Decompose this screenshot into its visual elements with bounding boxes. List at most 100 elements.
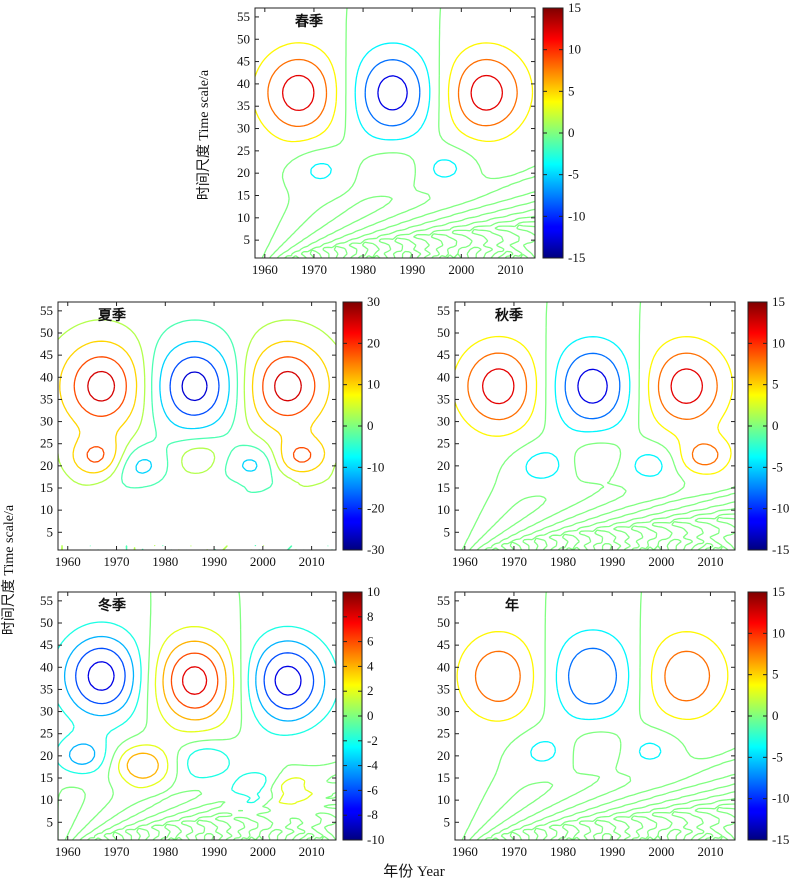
x-tick-label: 1980 [550,554,576,569]
contour-level-18 [73,356,316,463]
panel-title: 年 [505,597,519,614]
colorbar-tick-label: 10 [772,335,785,350]
contour-panel-2: 1960 1970 1980 1990 2000 2010 5 10 15 20 25 30 35 40 4… [437,294,789,569]
colorbar-tick-label: 15 [772,584,785,599]
x-tick-label: 2010 [497,262,523,277]
y-tick-label: 10 [40,502,53,517]
y-tick-label: 15 [237,188,250,203]
y-tick-label: 50 [237,31,250,46]
contour-level--10 [135,340,258,474]
x-tick-label: 1980 [152,844,178,859]
x-tick-label: 2000 [250,554,276,569]
y-axis-label-top: 时间尺度 Time scale/a [196,69,212,200]
y-tick-label: 30 [40,414,53,429]
x-tick-label: 1970 [104,554,130,569]
plot-frame [254,7,536,259]
colorbar-tick-label: 0 [772,418,779,433]
y-axis-label-bottom: 时间尺度 Time scale/a [1,504,17,635]
y-tick-label: 55 [40,593,53,608]
y-tick-label: 35 [237,98,250,113]
y-tick-label: 20 [237,165,250,180]
colorbar-tick-label: 15 [568,0,581,15]
x-tick-label: 2000 [448,262,474,277]
colorbar-tick-label: 2 [367,683,374,698]
x-tick-label: 2010 [697,554,723,569]
y-tick-label: 40 [40,369,53,384]
y-tick-label: 40 [40,659,53,674]
contour-lines [255,8,535,258]
contour-level--8 [87,661,302,696]
contour-panel-1: 1960 1970 1980 1990 2000 20105101520253035404… [40,294,384,569]
x-tick-label: 2010 [299,554,325,569]
contour-lines [456,592,735,840]
y-tick-label: 15 [437,770,450,785]
x-tick-label: 1960 [452,844,478,859]
colorbar-tick-label: 20 [367,335,380,350]
contour-level-8 [474,650,711,702]
colorbar-tick-label: 10 [568,42,581,57]
y-tick-label: 40 [437,659,450,674]
contour-level-8 [181,666,208,695]
contour-panel-3: 1960 1970 1980 1990 2000 20105101520253035404… [40,584,384,859]
x-tick-label: 1990 [201,844,227,859]
contour-level-0 [58,592,336,840]
contour-level--4 [530,629,662,762]
colorbar-tick-label: -8 [367,807,378,822]
x-tick-label: 1990 [399,262,425,277]
colorbar-tick-label: 4 [367,658,374,673]
x-tick-label: 2000 [648,554,674,569]
y-tick-label: 25 [40,726,53,741]
contour-level--12 [577,368,608,404]
colorbar-tick-label: -30 [367,542,384,557]
y-tick-label: 10 [40,792,53,807]
plot-frame [57,301,337,551]
contour-level-0 [261,8,535,258]
x-tick-label: 2000 [648,844,674,859]
y-tick-label: 35 [437,391,450,406]
colorbar-tick-label: 8 [367,609,374,624]
x-tick-label: 1990 [599,554,625,569]
y-tick-label: 20 [437,748,450,763]
colorbar-tick-label: -2 [367,733,378,748]
x-tick-label: 1960 [55,844,81,859]
colorbar-tick-label: 0 [367,418,374,433]
y-tick-label: 30 [437,414,450,429]
colorbar-tick-label: -15 [772,542,789,557]
contour-level--3 [89,319,333,550]
y-tick-label: 20 [40,458,53,473]
colorbar-tick-label: 0 [568,125,575,140]
plot-frame [454,591,736,841]
y-tick-label: 50 [437,615,450,630]
x-tick-label: 1960 [252,262,278,277]
colorbar-tick-label: -10 [772,501,789,516]
contour-level--2 [58,621,336,804]
contour-lines [455,302,735,550]
contour-level--8 [567,647,618,705]
colorbar-tick-label: 10 [367,377,380,392]
colorbar-tick-label: 15 [772,294,785,309]
y-tick-label: 20 [437,458,450,473]
x-tick-label: 1970 [501,844,527,859]
y-tick-label: 55 [237,9,250,24]
x-tick-label: 1970 [301,262,327,277]
colorbar-tick-label: -6 [367,782,378,797]
colorbar-tick-label: 5 [772,377,779,392]
y-tick-label: 5 [47,814,54,829]
y-tick-label: 5 [47,524,54,539]
colorbar-tick-label: 0 [772,708,779,723]
contour-level-8 [267,58,518,128]
contour-level-0 [461,302,735,550]
colorbar-tick-label: 10 [772,625,785,640]
contour-level-6 [170,652,219,709]
x-tick-label: 1980 [152,554,178,569]
x-tick-label: 1970 [501,554,527,569]
panel-title: 冬季 [98,597,126,614]
y-tick-label: 40 [237,76,250,91]
contour-level-4 [455,335,734,475]
y-tick-label: 30 [437,704,450,719]
y-tick-label: 10 [437,502,450,517]
contour-panel-4: 1960 1970 1980 1990 2000 2010 5 10 15 20 25 30 35 40 4… [437,584,789,859]
contour-level--12 [377,75,408,111]
colorbar-tick-label: 5 [772,667,779,682]
